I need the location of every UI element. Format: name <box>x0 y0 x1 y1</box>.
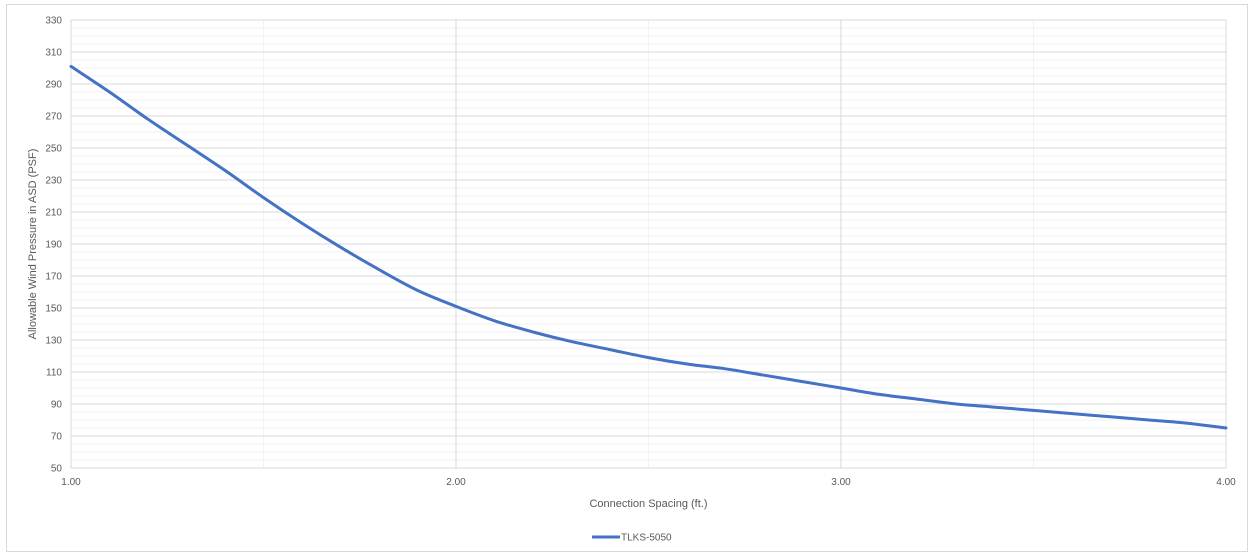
y-tick-label: 330 <box>45 16 62 27</box>
x-tick-label: 1.00 <box>61 477 81 488</box>
chart-area <box>6 4 1248 552</box>
y-tick-label: 250 <box>45 144 62 155</box>
x-tick-label: 3.00 <box>831 477 851 488</box>
y-axis-title: Allowable Wind Pressure in ASD (PSF) <box>27 149 39 340</box>
y-tick-label: 230 <box>45 176 62 187</box>
y-tick-label: 130 <box>45 336 62 347</box>
y-axis-tick-labels: 50 70 90 110 130 150 170 190 210 230 250 270 290 310 3… <box>45 16 62 475</box>
minor-gridlines <box>71 20 1226 468</box>
y-tick-label: 50 <box>51 464 63 475</box>
y-tick-label: 270 <box>45 112 62 123</box>
x-axis-title: Connection Spacing (ft.) <box>589 498 707 510</box>
series-group <box>69 64 1228 430</box>
major-gridlines <box>70 19 1227 469</box>
legend-label-tlks-5050: TLKS-5050 <box>621 533 672 544</box>
y-tick-label: 110 <box>46 368 62 379</box>
x-tick-label: 2.00 <box>446 477 466 488</box>
y-tick-label: 90 <box>51 400 63 411</box>
y-tick-label: 210 <box>45 208 62 219</box>
x-tick-label: 4.00 <box>1216 477 1236 488</box>
series-line-tlks-5050 <box>69 64 1228 430</box>
y-tick-label: 170 <box>45 272 62 283</box>
y-tick-label: 190 <box>45 240 62 251</box>
y-tick-label: 150 <box>45 304 62 315</box>
y-tick-label: 310 <box>45 48 62 59</box>
legend: TLKS-5050 <box>592 533 672 544</box>
x-axis-tick-labels: 1.00 2.00 3.00 4.00 <box>61 477 1236 488</box>
y-tick-label: 70 <box>51 432 63 443</box>
y-tick-label: 290 <box>45 80 62 91</box>
